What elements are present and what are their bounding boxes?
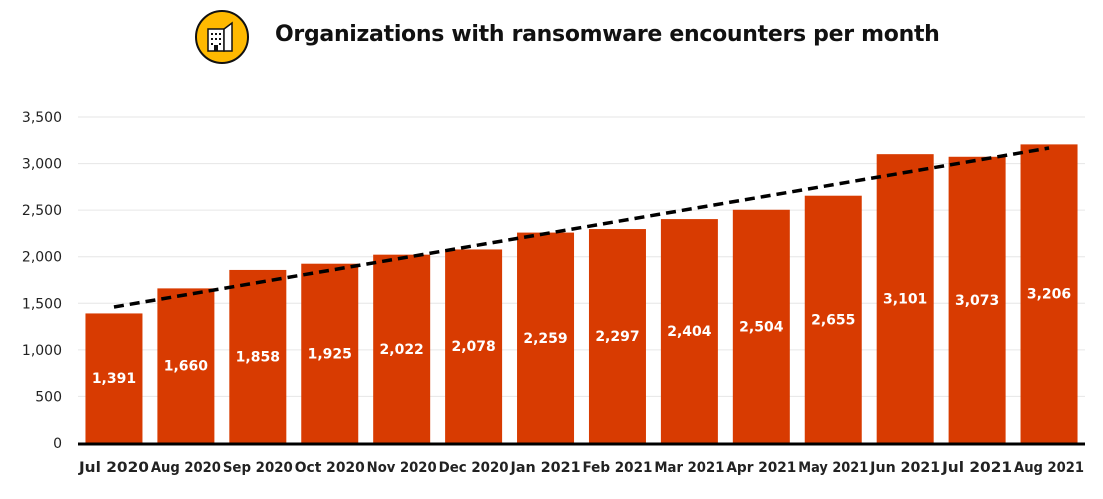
bar [732, 209, 790, 443]
bar [804, 195, 862, 443]
data-label: 1,858 [236, 349, 280, 365]
chart-title: Organizations with ransomware encounters… [275, 22, 940, 47]
y-tick-label: 500 [35, 389, 62, 405]
data-label: 1,925 [308, 346, 352, 362]
y-tick-label: 1,000 [22, 343, 62, 359]
data-label: 2,655 [811, 312, 855, 328]
x-tick-label: Apr 2021 [726, 460, 796, 476]
bar [301, 263, 359, 443]
x-tick-label: Jan 2021 [510, 460, 581, 476]
y-tick-label: 2,000 [22, 250, 62, 266]
bar [660, 219, 718, 443]
data-label: 2,297 [595, 329, 639, 345]
bar [588, 229, 646, 443]
x-tick-label: Jul 2020 [78, 460, 149, 476]
data-label: 2,259 [523, 331, 567, 347]
x-tick-label: Sep 2020 [223, 460, 293, 476]
data-label: 1,660 [164, 359, 209, 375]
x-tick-label: Oct 2020 [295, 460, 365, 476]
bar [157, 288, 215, 443]
y-tick-label: 1,500 [22, 296, 62, 312]
x-tick-label: Jul 2021 [941, 460, 1012, 476]
bar [229, 269, 287, 443]
bar [85, 313, 143, 443]
data-label: 3,206 [1027, 287, 1071, 303]
data-label: 2,504 [739, 319, 784, 335]
data-label: 3,073 [955, 293, 999, 309]
x-tick-label: Feb 2021 [582, 460, 652, 476]
bar [1020, 144, 1078, 443]
x-tick-label: Dec 2020 [439, 460, 509, 476]
data-label: 1,391 [92, 371, 136, 387]
bar [948, 156, 1006, 443]
x-tick-label: Mar 2021 [654, 460, 724, 476]
bar [373, 254, 431, 443]
x-tick-label: Aug 2020 [151, 460, 221, 476]
y-tick-label: 3,000 [22, 157, 62, 173]
x-tick-label: Jun 2021 [869, 460, 940, 476]
x-tick-label: May 2021 [798, 460, 868, 476]
building-icon [195, 10, 249, 64]
bar [876, 154, 934, 443]
data-label: 2,078 [451, 339, 495, 355]
bar [517, 232, 575, 443]
y-tick-label: 2,500 [22, 203, 62, 219]
data-label: 3,101 [883, 292, 927, 308]
x-tick-label: Nov 2020 [367, 460, 437, 476]
data-label: 2,022 [380, 342, 424, 358]
data-label: 2,404 [667, 324, 712, 340]
trendline [113, 146, 1050, 309]
y-tick-label: 3,500 [22, 110, 62, 126]
x-tick-label: Aug 2021 [1014, 460, 1084, 476]
y-tick-label: 0 [53, 436, 62, 452]
bar [445, 249, 503, 443]
